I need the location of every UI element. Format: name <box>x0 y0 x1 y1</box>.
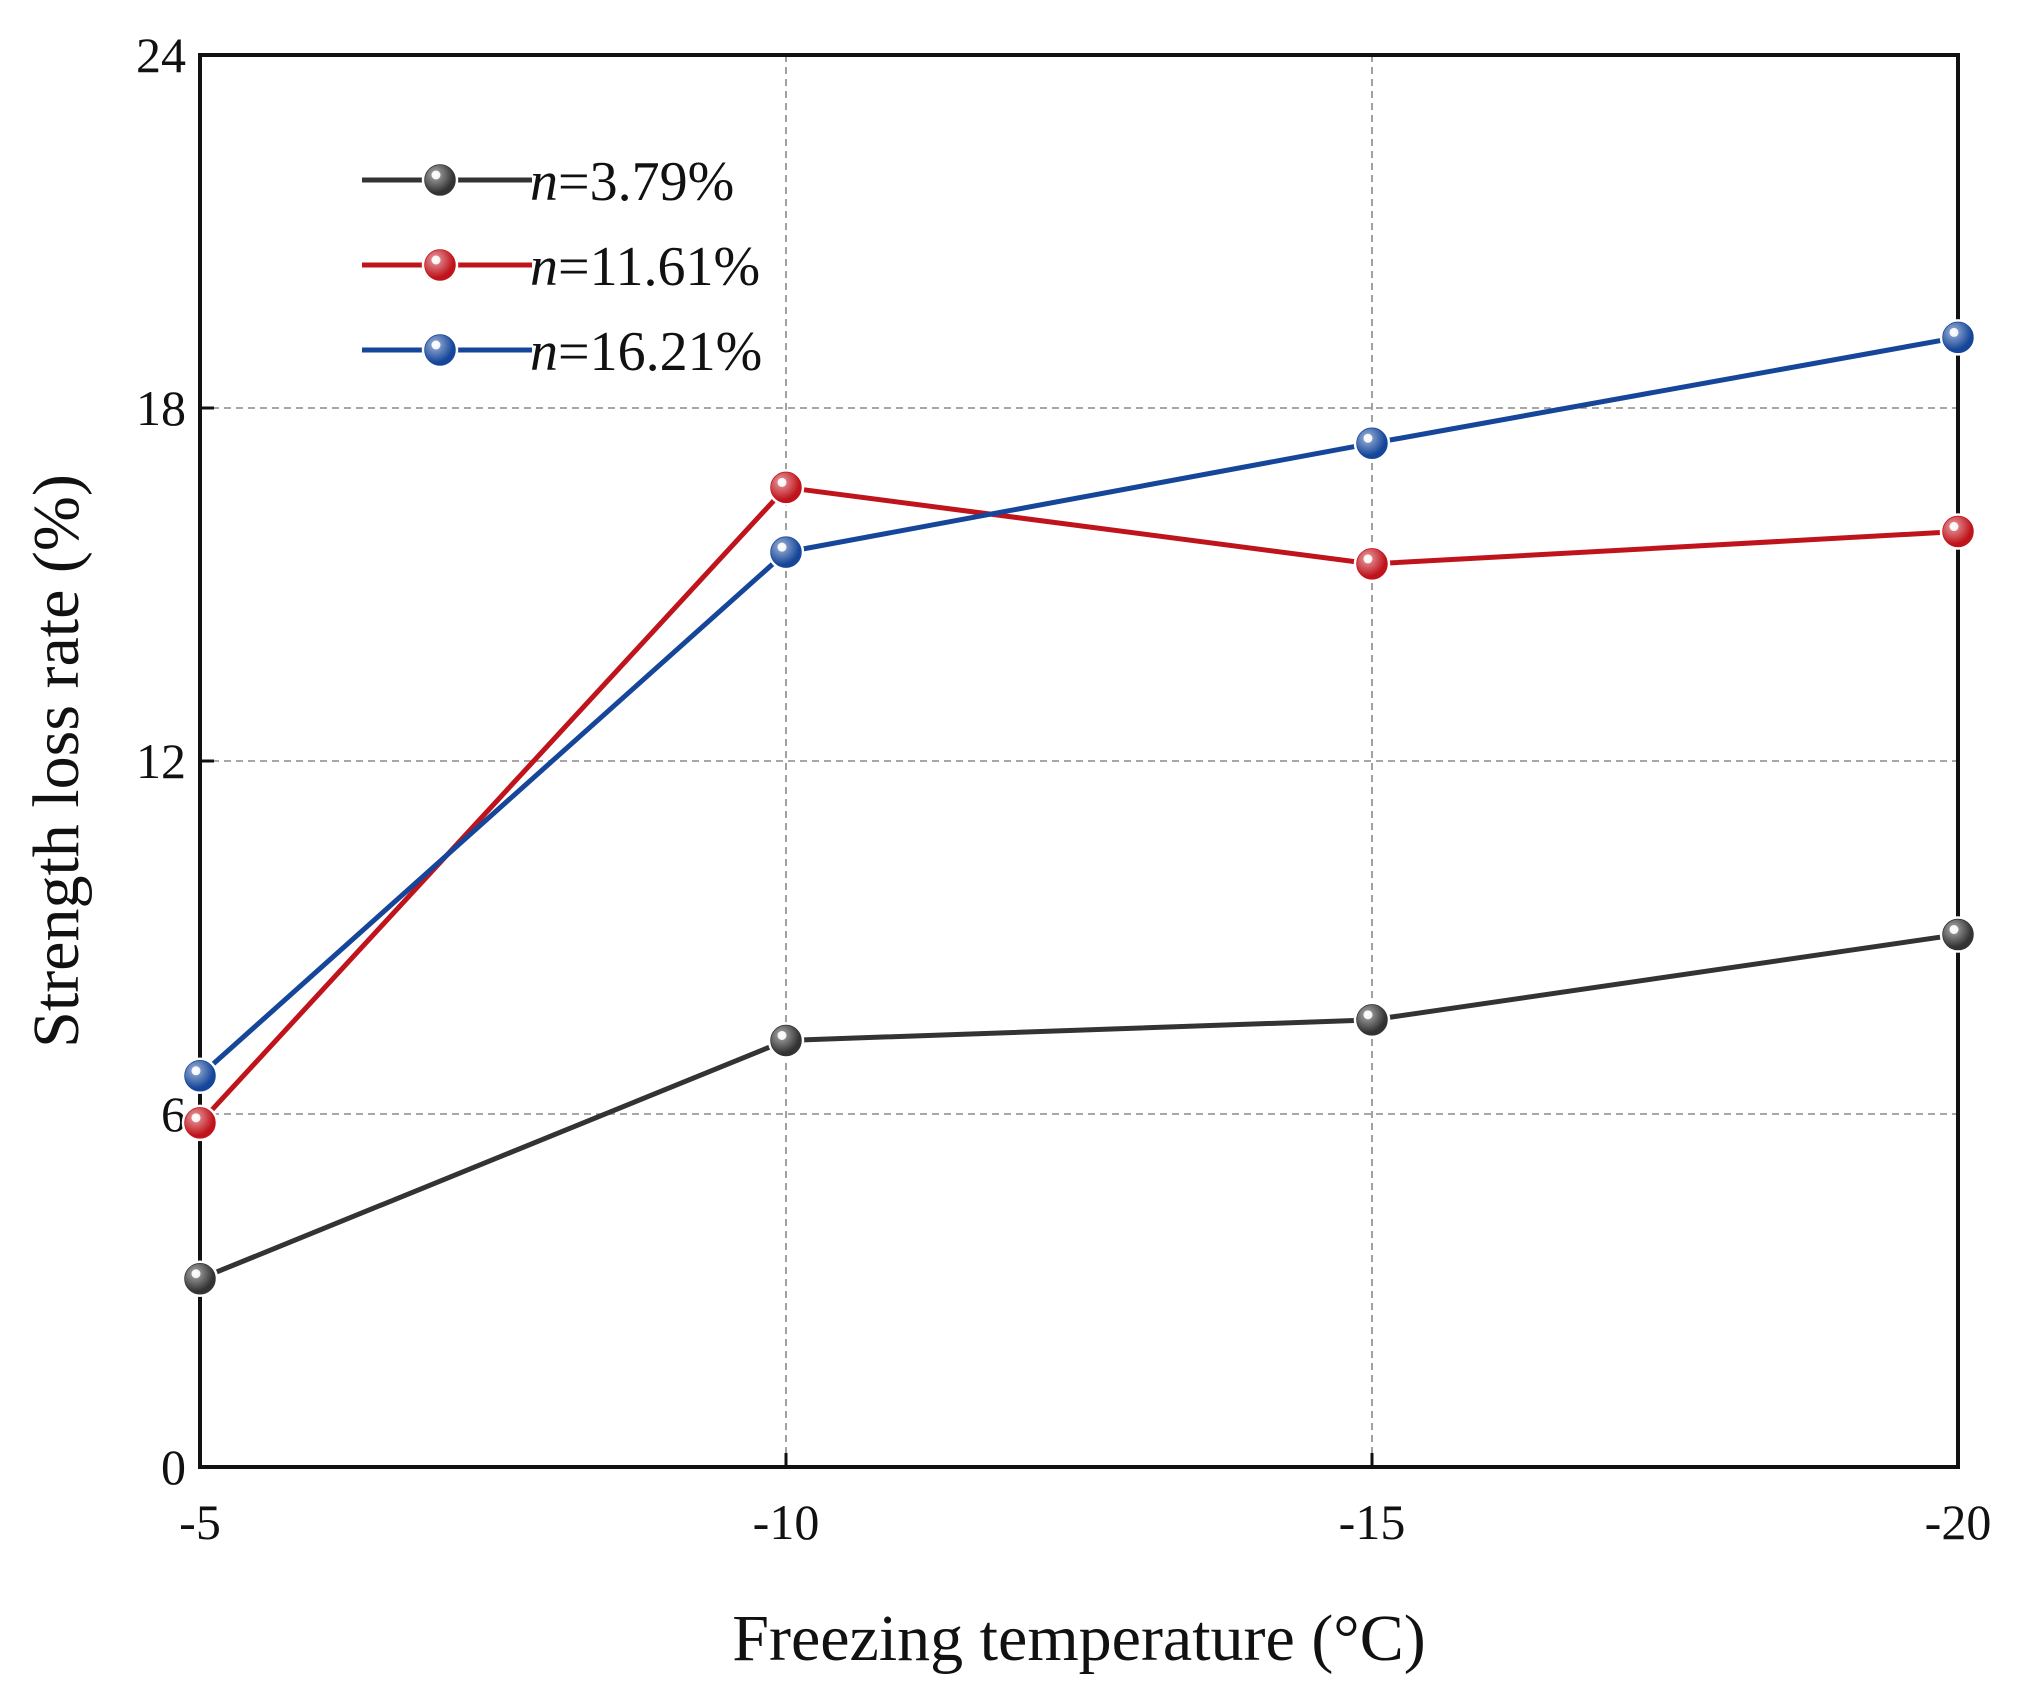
series-layer <box>181 319 1977 1297</box>
x-axis-title: Freezing temperature (°C) <box>732 1602 1425 1675</box>
x-tick-label: -10 <box>753 1494 820 1550</box>
y-tick-label: 0 <box>161 1439 186 1495</box>
y-tick-label: 18 <box>136 380 186 436</box>
legend-label: n=16.21% <box>530 321 762 383</box>
data-point <box>181 1260 219 1297</box>
legend-label: n=3.79% <box>530 151 734 213</box>
legend-marker <box>421 161 459 199</box>
data-point <box>1939 319 1977 356</box>
legend-label: n=11.61% <box>530 236 760 298</box>
y-tick-label: 6 <box>161 1086 186 1142</box>
ticks: 0 6 12 18 24 -5 -10 -15 -20 <box>136 27 1991 1550</box>
legend-value: =3.79% <box>558 151 734 213</box>
y-tick-label: 24 <box>136 27 186 83</box>
data-point <box>181 1057 219 1095</box>
x-tick-label: -20 <box>1925 1494 1992 1550</box>
data-point <box>1353 1001 1391 1039</box>
data-point <box>181 1104 219 1142</box>
legend: n=3.79%n=11.61%n=16.21% <box>362 151 762 383</box>
x-tick-label: -5 <box>179 1494 221 1550</box>
data-point <box>767 533 805 571</box>
legend-value: =11.61% <box>558 236 760 298</box>
legend-marker <box>421 246 459 284</box>
series-line <box>198 484 1959 1125</box>
series-3 <box>181 319 1977 1095</box>
legend-item: n=3.79% <box>362 151 734 213</box>
series-line <box>199 932 1959 1282</box>
series-line <box>198 334 1959 1078</box>
legend-variable: n <box>530 151 558 213</box>
data-point <box>767 1022 805 1059</box>
data-point <box>1939 916 1977 953</box>
y-tick-label: 12 <box>136 733 186 789</box>
legend-variable: n <box>530 236 558 298</box>
data-point <box>1939 513 1977 550</box>
legend-variable: n <box>530 321 558 383</box>
legend-item: n=11.61% <box>362 236 760 298</box>
series-1 <box>181 916 1977 1297</box>
data-point <box>1353 425 1391 462</box>
legend-item: n=16.21% <box>362 321 762 383</box>
data-point <box>1353 545 1391 583</box>
legend-value: =16.21% <box>558 321 762 383</box>
legend-marker <box>421 331 459 369</box>
data-point <box>767 469 805 506</box>
y-axis-title: Strength loss rate (%) <box>20 474 93 1048</box>
x-tick-label: -15 <box>1339 1494 1406 1550</box>
grid <box>200 55 1958 1467</box>
series-2 <box>181 469 1977 1142</box>
